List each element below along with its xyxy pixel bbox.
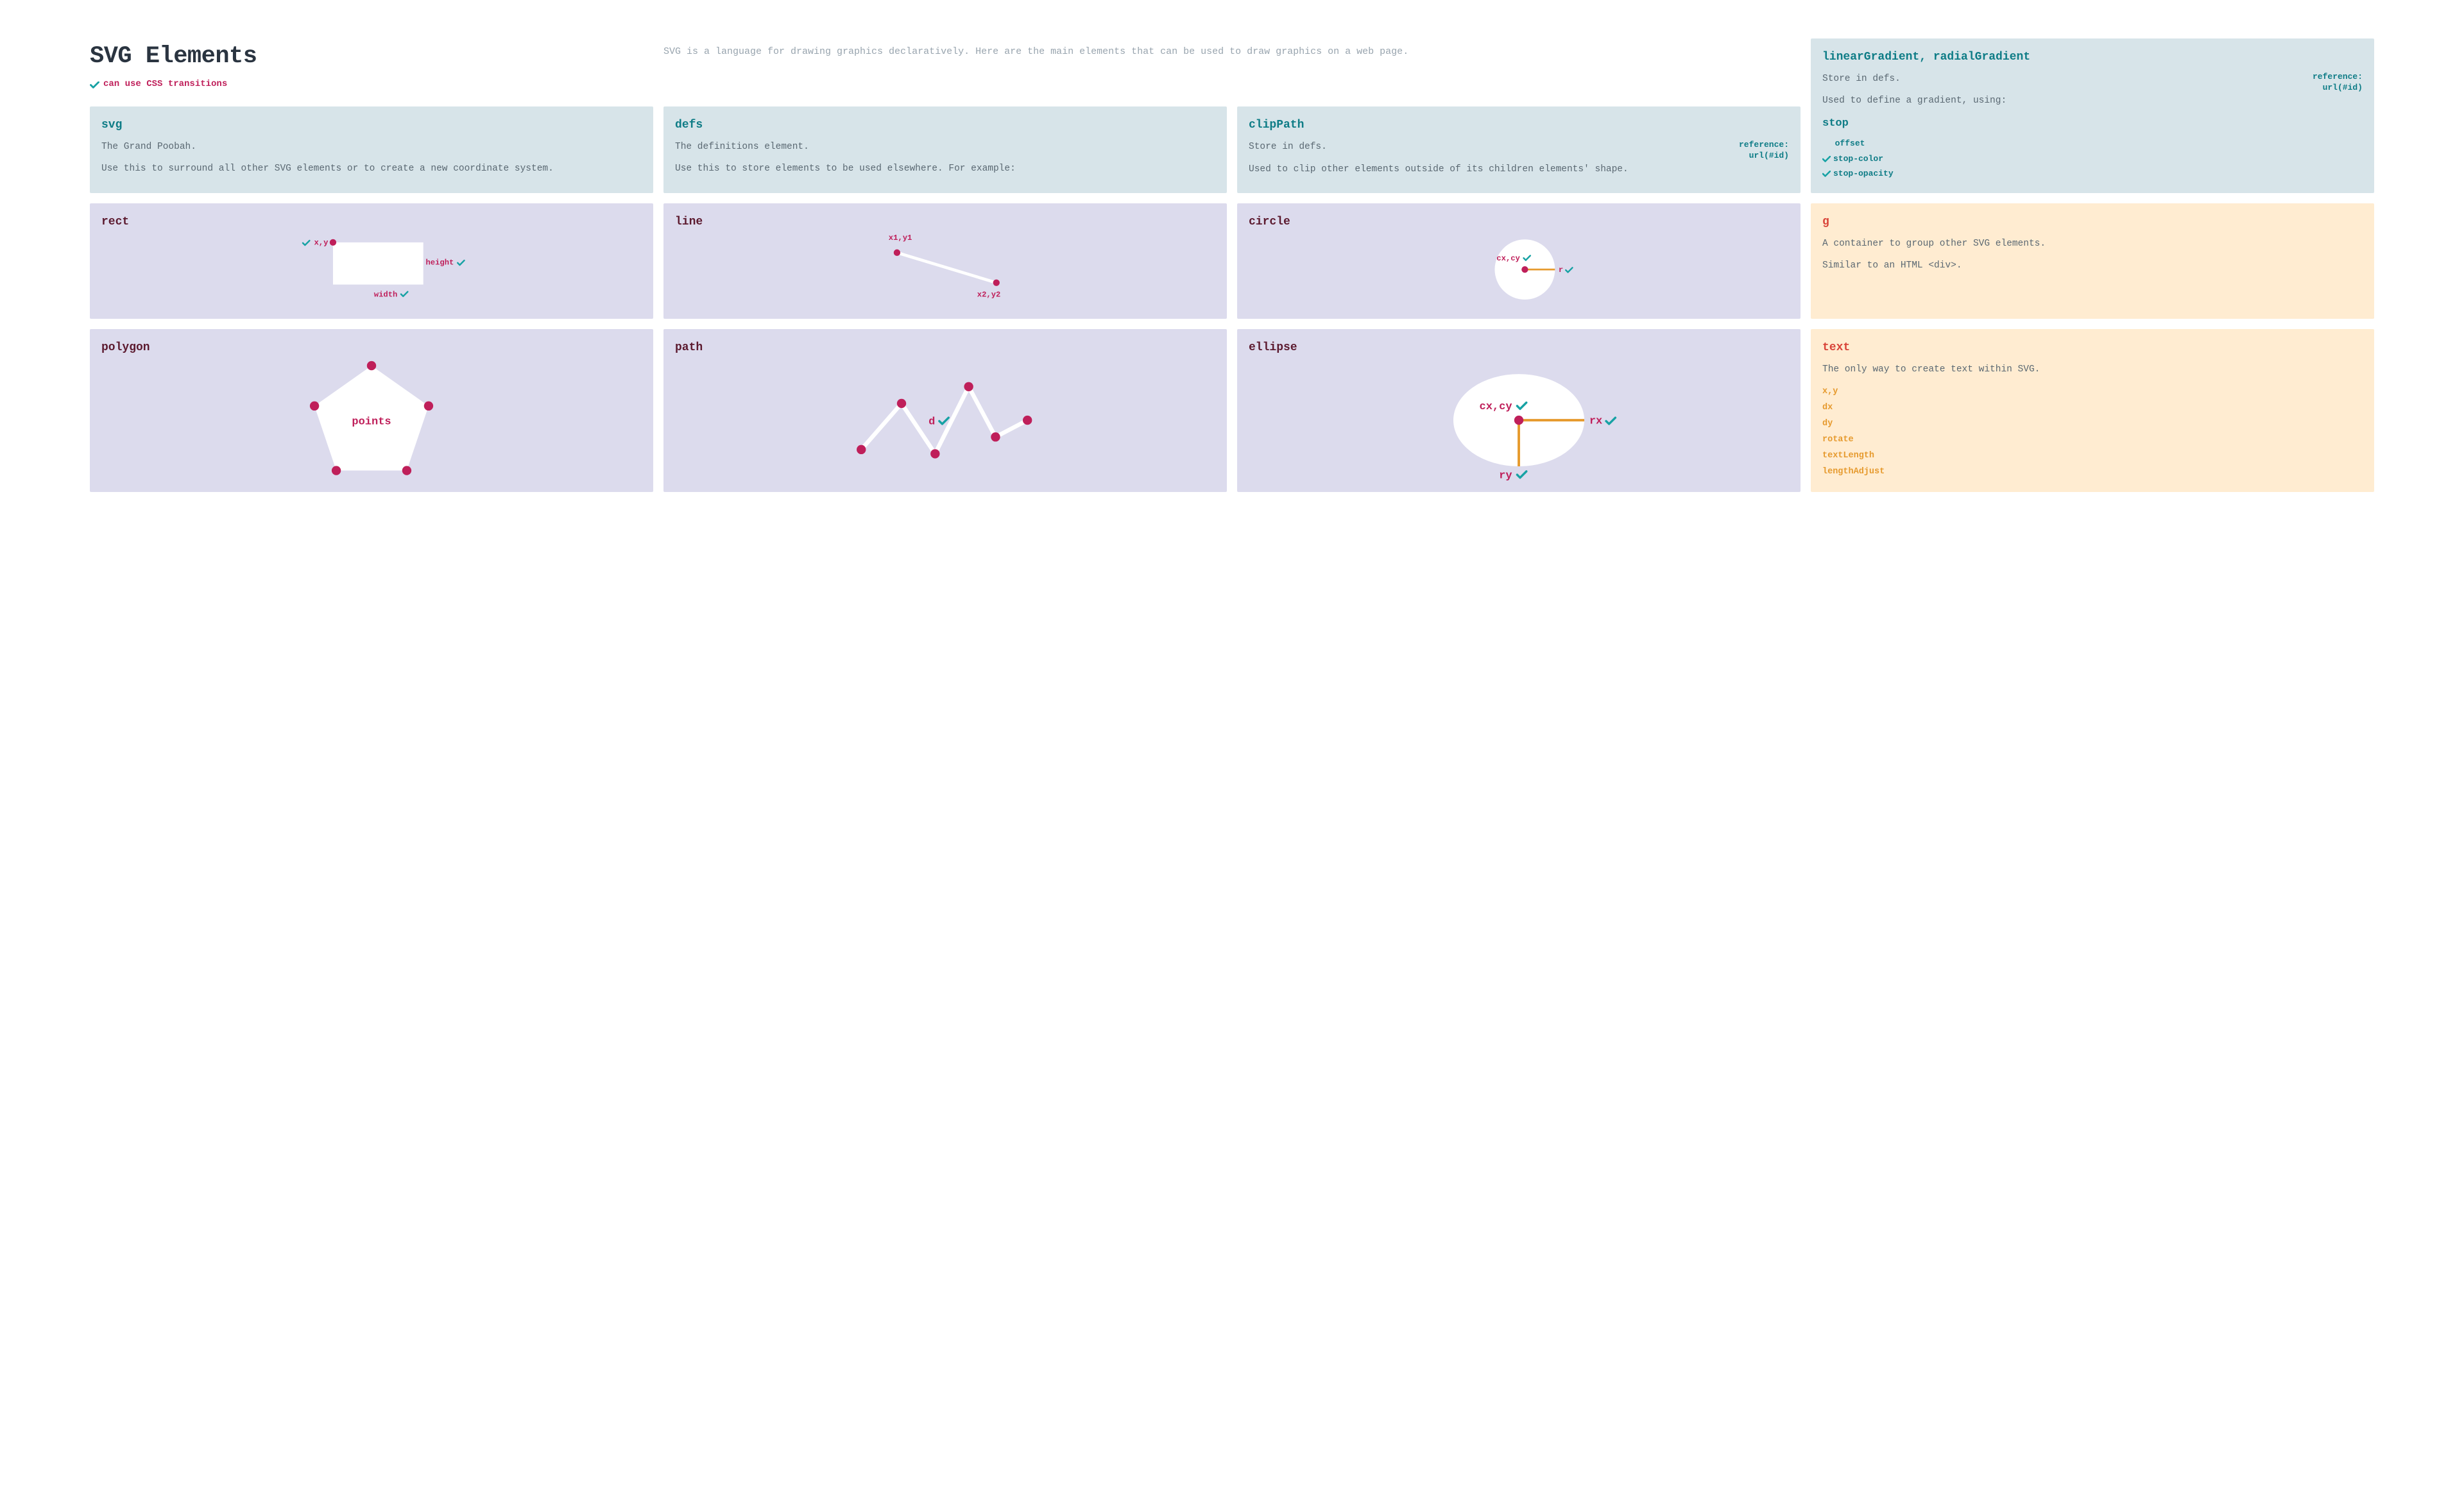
card-g: g A container to group other SVG element… <box>1811 203 2374 319</box>
line-figure: x1,y1 x2,y2 <box>674 232 1217 310</box>
title-block: SVG Elements can use CSS transitions <box>90 38 653 96</box>
svg-desc1: The Grand Poobah. <box>101 140 642 154</box>
clippath-store-desc: Store in defs. <box>1249 140 1327 154</box>
stop-attrs: offset stop-color stop-opacity <box>1822 136 2363 181</box>
svg-text:x2,y2: x2,y2 <box>977 290 1001 299</box>
card-text: text The only way to create text within … <box>1811 329 2374 492</box>
svg-text:r: r <box>1559 266 1563 275</box>
attr-lengthadjust: lengthAdjust <box>1822 464 2363 480</box>
polygon-title: polygon <box>101 339 642 357</box>
line-title: line <box>675 214 1215 232</box>
card-gradient: linearGradient, radialGradient Store in … <box>1811 38 2374 193</box>
defs-desc1: The definitions element. <box>675 140 1215 154</box>
text-desc: The only way to create text within SVG. <box>1822 362 2363 377</box>
intro-text: SVG is a language for drawing graphics d… <box>663 45 1801 60</box>
attr-xy: x,y <box>1822 384 2363 400</box>
attr-stop-opacity: stop-opacity <box>1822 166 2363 181</box>
attr-textlength: textLength <box>1822 448 2363 464</box>
defs-title: defs <box>675 117 1215 135</box>
card-svg: svg The Grand Poobah. Use this to surrou… <box>90 106 653 193</box>
rect-figure: x,y height width <box>100 232 643 310</box>
check-icon <box>90 81 99 89</box>
stop-subtitle: stop <box>1822 115 2363 132</box>
card-circle: circle cx,cy r <box>1237 203 1801 319</box>
legend-label: can use CSS transitions <box>103 78 227 92</box>
circle-figure: cx,cy r <box>1247 232 1790 310</box>
attr-dy: dy <box>1822 416 2363 432</box>
text-title: text <box>1822 339 2363 357</box>
attr-rotate: rotate <box>1822 432 2363 448</box>
svg-text:width: width <box>374 290 398 299</box>
svg-text:x1,y1: x1,y1 <box>889 233 912 242</box>
gradient-store-desc: Store in defs. <box>1822 72 1901 86</box>
attr-offset: offset <box>1822 136 2363 151</box>
card-line: line x1,y1 x2,y2 <box>663 203 1227 319</box>
g-desc2: Similar to an HTML <div>. <box>1822 259 2363 273</box>
svg-text:d: d <box>928 416 935 428</box>
check-icon <box>1517 471 1526 478</box>
card-defs: defs The definitions element. Use this t… <box>663 106 1227 193</box>
intro-block: SVG is a language for drawing graphics d… <box>663 38 1801 96</box>
check-icon <box>1566 267 1572 272</box>
clippath-desc2: Used to clip other elements outside of i… <box>1249 162 1789 176</box>
attr-stop-color: stop-color <box>1822 151 2363 166</box>
check-icon <box>1822 156 1831 162</box>
card-clippath: clipPath Store in defs. reference: url(#… <box>1237 106 1801 193</box>
svg-text:x,y: x,y <box>314 238 329 247</box>
text-attrs: x,y dx dy rotate textLength lengthAdjust <box>1822 384 2363 480</box>
check-icon <box>939 418 948 424</box>
svg-text:cx,cy: cx,cy <box>1480 401 1512 413</box>
clippath-reference: reference: url(#id) <box>1739 140 1789 162</box>
card-polygon: polygon points <box>90 329 653 492</box>
gradient-reference: reference: url(#id) <box>2313 72 2363 94</box>
check-icon <box>401 292 407 296</box>
card-path: path d <box>663 329 1227 492</box>
card-ellipse: ellipse cx,cy rx ry <box>1237 329 1801 492</box>
attr-dx: dx <box>1822 400 2363 416</box>
polygon-figure: points <box>100 357 643 483</box>
svg-desc2: Use this to surround all other SVG eleme… <box>101 162 642 176</box>
rect-title: rect <box>101 214 642 232</box>
svg-text:ry: ry <box>1499 470 1512 482</box>
check-icon <box>458 260 464 265</box>
card-rect: rect x,y height width <box>90 203 653 319</box>
svg-text:points: points <box>352 416 391 428</box>
circle-title: circle <box>1249 214 1789 232</box>
gradient-title: linearGradient, radialGradient <box>1822 49 2363 67</box>
svg-text:cx,cy: cx,cy <box>1496 254 1520 263</box>
svg-title: svg <box>101 117 642 135</box>
g-desc1: A container to group other SVG elements. <box>1822 237 2363 251</box>
svg-text:height: height <box>425 258 454 267</box>
clippath-title: clipPath <box>1249 117 1789 135</box>
path-title: path <box>675 339 1215 357</box>
check-icon <box>1606 418 1615 424</box>
css-transitions-legend: can use CSS transitions <box>90 78 653 92</box>
gradient-desc: Used to define a gradient, using: <box>1822 94 2363 108</box>
check-icon <box>1822 171 1831 177</box>
svg-text:rx: rx <box>1589 415 1602 427</box>
g-title: g <box>1822 214 2363 232</box>
cheatsheet-grid: SVG Elements can use CSS transitions SVG… <box>90 38 2374 492</box>
ellipse-title: ellipse <box>1249 339 1789 357</box>
defs-desc2: Use this to store elements to be used el… <box>675 162 1215 176</box>
page-title: SVG Elements <box>90 38 653 75</box>
path-figure: d <box>674 357 1217 483</box>
ellipse-figure: cx,cy rx ry <box>1247 357 1790 483</box>
